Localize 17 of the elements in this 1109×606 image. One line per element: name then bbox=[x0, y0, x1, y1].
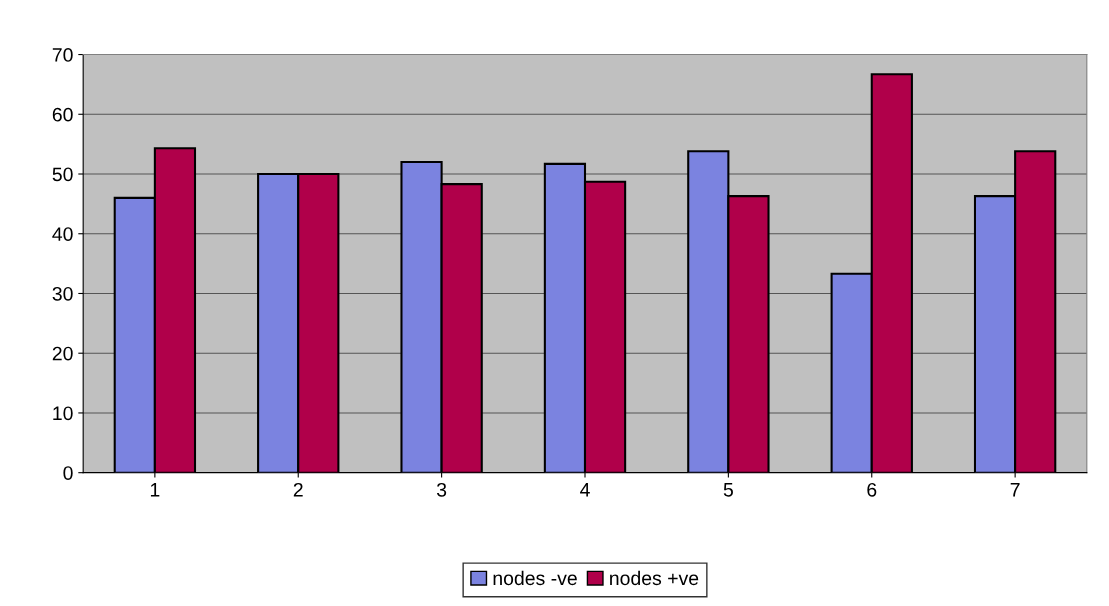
x-tick-label: 3 bbox=[436, 482, 447, 497]
y-tick-label: 0 bbox=[63, 466, 73, 480]
x-tick-label: 4 bbox=[580, 483, 590, 497]
x-tick-label: 6 bbox=[867, 482, 877, 497]
y-tick-label: 10 bbox=[53, 406, 73, 421]
legend-label: nodes +ve bbox=[610, 570, 699, 586]
x-tick-label: 7 bbox=[1010, 483, 1020, 497]
legend-label: nodes -ve bbox=[493, 570, 577, 586]
x-tick-label: 5 bbox=[723, 483, 733, 497]
y-tick-label: 40 bbox=[52, 227, 73, 241]
y-tick-label: 70 bbox=[52, 48, 73, 62]
y-tick-label: 20 bbox=[52, 346, 73, 361]
y-tick-label: 30 bbox=[52, 286, 73, 301]
y-tick-label: 60 bbox=[52, 107, 73, 122]
x-tick-label: 1 bbox=[150, 483, 160, 497]
y-tick-label: 50 bbox=[52, 167, 73, 182]
x-tick-label: 2 bbox=[293, 482, 303, 497]
